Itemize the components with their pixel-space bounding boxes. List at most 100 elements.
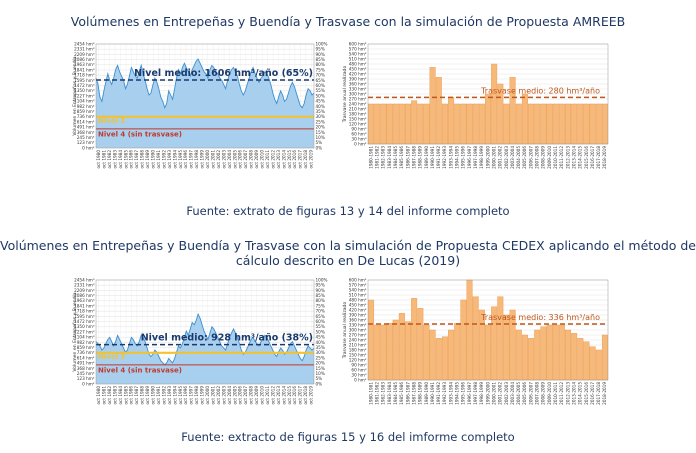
y-tick-label: 90 hm³ <box>351 362 366 367</box>
transfer-bar <box>515 329 522 381</box>
x-tick-label: oct 2003 <box>221 386 226 405</box>
y2-tick-label: 15% <box>316 130 325 135</box>
y2-tick-label: 80% <box>316 62 325 67</box>
x-tick-label: oct 2005 <box>232 386 237 405</box>
x-tick-label: 2016-2017 <box>590 146 595 169</box>
plot-frame <box>95 279 315 385</box>
y2-tick-label: 95% <box>316 47 325 52</box>
x-tick-label: 1986-1987 <box>405 146 410 169</box>
y-tick-label: 1963 hm³ <box>74 62 95 67</box>
x-tick-label: 1981-1982 <box>375 146 380 169</box>
transfer-bar <box>423 103 430 145</box>
y2-tick-label: 40% <box>316 340 325 345</box>
y-tick-label: 2209 hm³ <box>74 288 95 293</box>
y2-tick-label: 20% <box>316 125 325 130</box>
transfer-bar <box>497 296 504 381</box>
x-tick-label: 2000-2001 <box>491 146 496 169</box>
transfer-bar <box>515 103 522 145</box>
transfer-bar <box>386 323 393 381</box>
y-tick-label: 480 hm³ <box>349 297 367 302</box>
chart-title-amreeb: Volúmenes en Entrepeñas y Buendía y Tras… <box>70 14 626 29</box>
x-tick-label: 1988-1989 <box>418 382 423 405</box>
x-tick-label: oct 1993 <box>167 386 172 405</box>
x-tick-label: oct 2018 <box>303 386 308 405</box>
y2-tick-label: 75% <box>316 303 325 308</box>
x-tick-label: oct 2007 <box>243 150 248 169</box>
transfer-bar <box>583 103 590 145</box>
x-tick-label: oct 1998 <box>194 150 199 169</box>
x-tick-label: 1995-1996 <box>461 146 466 169</box>
transfer-bar <box>460 299 467 381</box>
x-tick-label: oct 1989 <box>145 150 150 169</box>
transfer-bar <box>454 103 461 145</box>
x-tick-label: 2002-2003 <box>504 382 509 405</box>
x-tick-label: oct 2014 <box>281 150 286 169</box>
y-tick-label: 2331 hm³ <box>74 283 95 288</box>
mean-label: Nivel medio: 928 hm³/año (38%) <box>141 333 313 344</box>
y-tick-label: 360 hm³ <box>349 317 367 322</box>
x-tick-label: oct 1993 <box>167 150 172 169</box>
x-tick-label: oct 2001 <box>210 150 215 169</box>
transfer-bar <box>380 324 387 381</box>
y-tick-label: 180 hm³ <box>349 111 367 116</box>
transfer-bar <box>368 103 375 145</box>
y-tick-label: 270 hm³ <box>349 332 367 337</box>
x-tick-label: oct 1982 <box>107 150 112 169</box>
plot-frame <box>367 43 609 145</box>
y-tick-label: 210 hm³ <box>349 106 367 111</box>
transfer-bar <box>589 346 596 381</box>
y-tick-label: 1227 hm³ <box>74 93 95 98</box>
x-tick-label: oct 2008 <box>249 386 254 405</box>
x-tick-label: 1986-1987 <box>405 382 410 405</box>
transfer-bar <box>528 103 535 145</box>
transfer-bar <box>521 334 528 381</box>
transfer-bar <box>546 103 553 145</box>
y-tick-label: 614 hm³ <box>77 355 95 360</box>
transfer-bar <box>405 103 411 145</box>
x-tick-label: oct 1995 <box>178 386 183 405</box>
transfer-bar <box>374 103 381 145</box>
y-tick-label: 420 hm³ <box>349 307 367 312</box>
x-tick-label: oct 1980 <box>96 150 101 169</box>
transfer-bar <box>478 103 485 145</box>
y2-tick-label: 5% <box>316 376 323 381</box>
transfer-bar <box>417 103 424 145</box>
y2-tick-label: 85% <box>316 57 325 62</box>
y2-tick-label: 35% <box>316 109 325 114</box>
y-tick-label: 1227 hm³ <box>74 329 95 334</box>
x-tick-label: oct 1980 <box>96 386 101 405</box>
transfer-bar <box>411 298 418 381</box>
x-tick-label: 2014-2015 <box>578 382 583 405</box>
y-tick-label: 2454 hm³ <box>74 41 95 46</box>
y-tick-label: 2086 hm³ <box>74 293 95 298</box>
x-tick-label: 1991-1992 <box>436 382 441 405</box>
x-tick-label: 2016-2017 <box>590 382 595 405</box>
y-tick-label: 420 hm³ <box>349 71 367 76</box>
y2-tick-label: 45% <box>316 335 325 340</box>
y-tick-label: 2454 hm³ <box>74 277 95 282</box>
transfer-bar <box>435 338 442 381</box>
x-tick-label: oct 2012 <box>270 150 275 169</box>
y2-tick-label: 5% <box>316 140 323 145</box>
x-tick-label: 1990-1991 <box>430 382 435 405</box>
transfer-bar <box>368 299 375 381</box>
x-tick-label: 1997-1998 <box>473 146 478 169</box>
y2-tick-label: 90% <box>316 52 325 57</box>
x-tick-label: 1987-1988 <box>411 146 416 169</box>
x-tick-label: oct 1999 <box>200 150 205 169</box>
y-tick-label: 1595 hm³ <box>74 314 95 319</box>
x-tick-label: 1989-1990 <box>424 146 429 169</box>
y-tick-label: 0 hm³ <box>354 377 367 382</box>
transfer-bar <box>595 103 602 145</box>
transfer-bar <box>392 319 399 381</box>
transfer-bar <box>503 103 510 145</box>
transfer-bar <box>577 103 584 145</box>
y2-tick-label: 60% <box>316 83 325 88</box>
y-tick-label: 982 hm³ <box>77 104 95 109</box>
y-tick-label: 0 hm³ <box>354 141 367 146</box>
y-tick-label: 2331 hm³ <box>74 47 95 52</box>
